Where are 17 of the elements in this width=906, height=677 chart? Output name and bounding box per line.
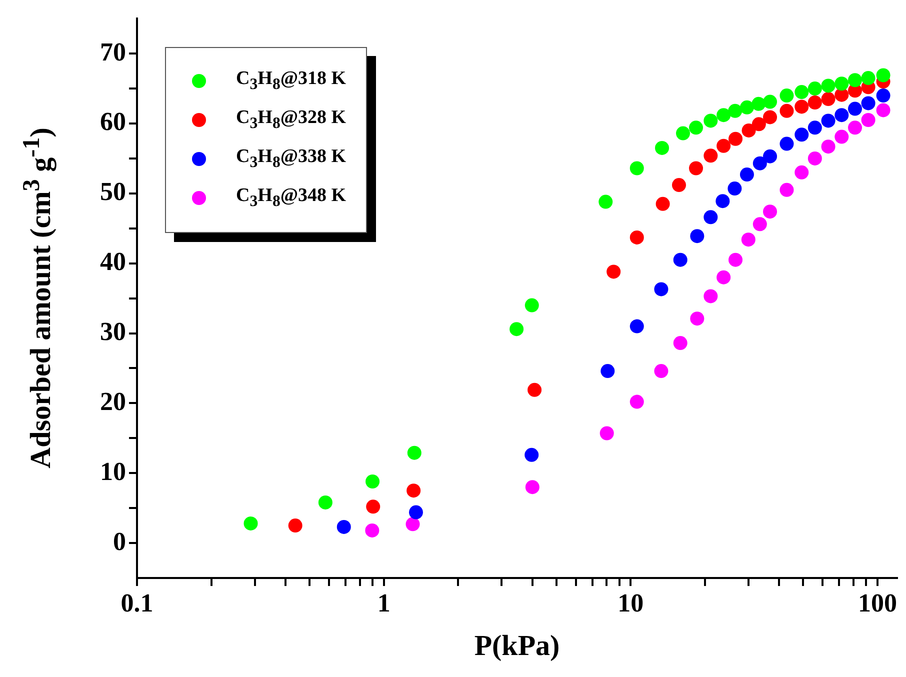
y-tick-label: 10 xyxy=(100,456,126,486)
x-tick-label: 1 xyxy=(377,588,390,618)
y-tick-label: 0 xyxy=(113,526,126,556)
legend-label: C$_{3}$H$_{8}$@338 K xyxy=(236,146,346,172)
x-tick-label: 10 xyxy=(618,588,644,618)
y-tick-label: 60 xyxy=(100,107,126,136)
y-tick-label: 30 xyxy=(100,316,126,346)
x-tick-label: 0.1 xyxy=(120,588,154,618)
x-axis-title: P(kPa) xyxy=(474,630,560,663)
y-tick-label: 50 xyxy=(100,177,126,206)
y-tick-label: 40 xyxy=(100,247,126,276)
legend-label: C$_{3}$H$_{8}$@348 K xyxy=(236,185,346,211)
legend-label: C$_{3}$H$_{8}$@318 K xyxy=(236,68,346,94)
x-tick-label: 100 xyxy=(858,588,897,618)
y-tick-label: 70 xyxy=(100,37,126,66)
legend-label: C$_{3}$H$_{8}$@328 K xyxy=(236,107,346,133)
y-tick-label: 20 xyxy=(100,386,126,416)
